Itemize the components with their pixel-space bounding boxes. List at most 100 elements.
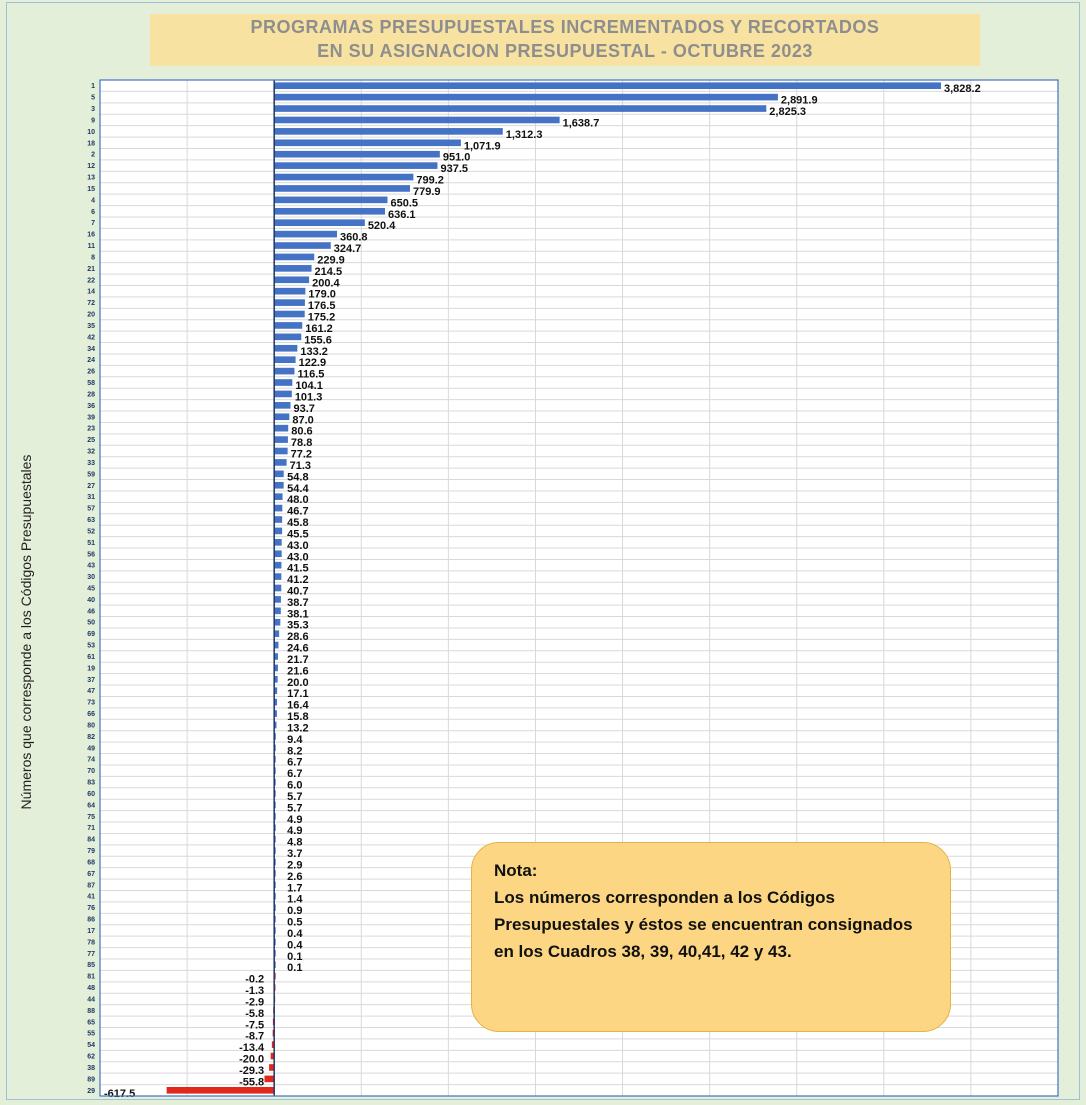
category-label: 15 bbox=[87, 186, 95, 193]
bar bbox=[274, 493, 283, 500]
category-label: 69 bbox=[87, 631, 95, 638]
bar bbox=[274, 413, 290, 421]
bar bbox=[274, 710, 277, 717]
data-label: 1,638.7 bbox=[563, 117, 600, 129]
data-label: 229.9 bbox=[317, 254, 345, 266]
data-label: 43.0 bbox=[287, 551, 308, 563]
bar bbox=[274, 116, 560, 124]
data-label: -2.9 bbox=[245, 996, 264, 1008]
data-label: 3.7 bbox=[287, 848, 302, 860]
data-label: 77.2 bbox=[291, 449, 312, 461]
bar bbox=[274, 516, 283, 523]
bar bbox=[274, 402, 291, 409]
data-label: 101.3 bbox=[295, 391, 323, 403]
data-label: 45.5 bbox=[287, 528, 308, 540]
category-label: 41 bbox=[87, 894, 95, 901]
data-label: 41.2 bbox=[287, 574, 308, 586]
category-label: 80 bbox=[87, 722, 95, 729]
category-label: 37 bbox=[87, 677, 95, 684]
bar bbox=[274, 698, 278, 706]
bar bbox=[274, 287, 306, 295]
data-label: 1,071.9 bbox=[464, 140, 501, 152]
category-label: 47 bbox=[87, 688, 95, 695]
category-label: 75 bbox=[87, 814, 95, 821]
bar bbox=[274, 105, 767, 112]
category-label: 17 bbox=[87, 928, 95, 935]
data-label: 54.8 bbox=[287, 471, 308, 483]
bar bbox=[274, 653, 278, 660]
category-label: 48 bbox=[87, 985, 95, 992]
category-label: 53 bbox=[87, 643, 95, 650]
bar bbox=[274, 265, 312, 272]
bar bbox=[274, 687, 278, 695]
data-label: 2,825.3 bbox=[769, 106, 806, 118]
data-label: 175.2 bbox=[308, 312, 336, 324]
data-label: 324.7 bbox=[334, 243, 362, 255]
data-label: 179.0 bbox=[308, 289, 336, 301]
data-label: 45.8 bbox=[287, 517, 308, 529]
category-label: 25 bbox=[87, 437, 95, 444]
bar bbox=[274, 196, 388, 204]
bar bbox=[274, 721, 277, 729]
category-label: 19 bbox=[87, 665, 95, 672]
data-label: 78.8 bbox=[291, 437, 312, 449]
category-label: 11 bbox=[88, 243, 96, 250]
chart-title-line-2: EN SU ASIGNACION PRESUPUESTAL - OCTUBRE … bbox=[317, 41, 813, 61]
data-label: 4.9 bbox=[287, 825, 302, 837]
data-label: 28.6 bbox=[287, 631, 308, 643]
data-label: 38.1 bbox=[287, 608, 308, 620]
category-label: 85 bbox=[87, 962, 95, 969]
bar bbox=[274, 344, 298, 352]
category-label: 60 bbox=[87, 791, 95, 798]
data-label: 779.9 bbox=[413, 186, 441, 198]
data-label: 80.6 bbox=[291, 426, 312, 438]
data-label: 1.7 bbox=[287, 882, 302, 894]
data-label: 9.4 bbox=[287, 734, 303, 746]
category-label: 23 bbox=[87, 426, 95, 433]
data-label: -0.2 bbox=[245, 974, 264, 986]
category-label: 13 bbox=[87, 175, 95, 182]
category-label: 77 bbox=[87, 951, 95, 958]
bar bbox=[274, 185, 411, 192]
data-label: 6.7 bbox=[287, 768, 302, 780]
data-label: 176.5 bbox=[308, 300, 336, 312]
bar bbox=[274, 310, 305, 318]
data-label: 20.0 bbox=[287, 677, 308, 689]
bar bbox=[274, 333, 302, 341]
data-label: 5.7 bbox=[287, 791, 302, 803]
category-label: 27 bbox=[87, 483, 95, 490]
data-label: 2,891.9 bbox=[781, 95, 818, 107]
data-label: 24.6 bbox=[287, 643, 308, 655]
bar bbox=[274, 664, 278, 672]
bar bbox=[274, 573, 282, 580]
data-label: 214.5 bbox=[315, 266, 343, 278]
data-label: 46.7 bbox=[287, 506, 308, 518]
category-label: 42 bbox=[87, 334, 95, 341]
category-label: 8 bbox=[91, 254, 95, 261]
bar bbox=[269, 1064, 275, 1071]
data-label: 6.0 bbox=[287, 780, 302, 792]
data-label: 17.1 bbox=[287, 688, 308, 700]
bar bbox=[274, 82, 941, 90]
data-label: 1,312.3 bbox=[506, 129, 543, 141]
data-label: 650.5 bbox=[390, 197, 418, 209]
data-label: 0.9 bbox=[287, 905, 302, 917]
category-label: 81 bbox=[87, 974, 95, 981]
bar bbox=[274, 733, 276, 740]
data-label: 21.7 bbox=[287, 654, 308, 666]
data-label: 2.9 bbox=[287, 859, 302, 871]
category-label: 82 bbox=[87, 734, 95, 741]
category-label: 18 bbox=[87, 140, 95, 147]
bar bbox=[274, 676, 278, 683]
data-label: 161.2 bbox=[305, 323, 333, 335]
data-label: 21.6 bbox=[287, 665, 308, 677]
category-label: 61 bbox=[87, 654, 95, 661]
data-label: 41.5 bbox=[287, 563, 308, 575]
data-label: 200.4 bbox=[312, 277, 340, 289]
category-label: 87 bbox=[87, 882, 95, 889]
data-label: 1.4 bbox=[287, 894, 303, 906]
category-label: 63 bbox=[87, 517, 95, 524]
data-label: 133.2 bbox=[300, 346, 328, 358]
data-label: 43.0 bbox=[287, 540, 308, 552]
bar bbox=[274, 219, 365, 227]
